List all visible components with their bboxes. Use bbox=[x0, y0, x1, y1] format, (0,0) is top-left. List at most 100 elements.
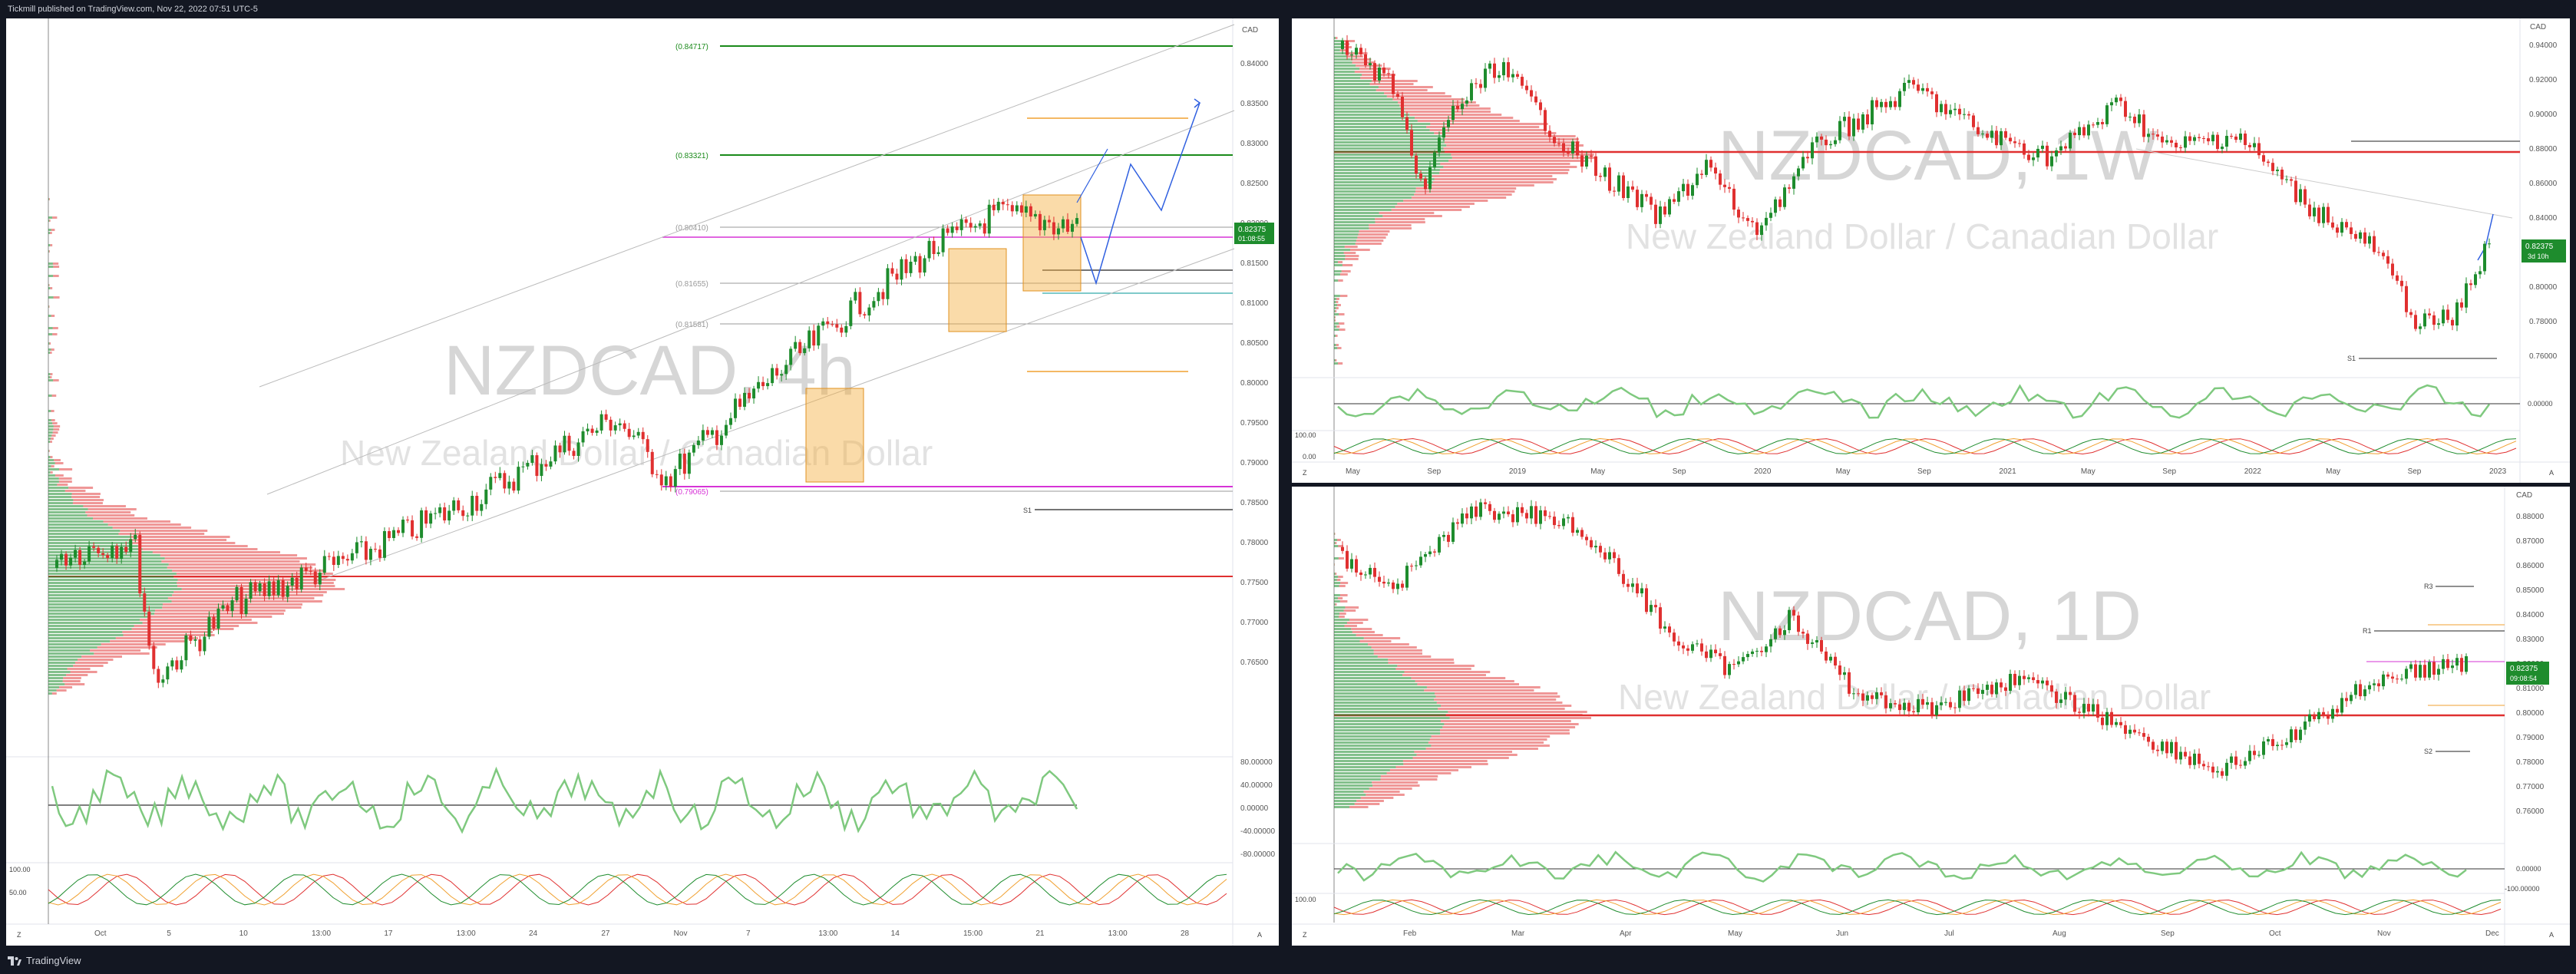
candle-body bbox=[212, 616, 216, 629]
candle-body bbox=[373, 549, 377, 550]
corner-a[interactable]: A bbox=[2549, 931, 2554, 939]
volume-bar-down bbox=[120, 530, 208, 532]
volume-bar-up bbox=[1334, 585, 1339, 587]
candle-body bbox=[1019, 205, 1023, 213]
volume-bar-down bbox=[1372, 784, 1420, 787]
candle-body bbox=[2391, 676, 2394, 679]
volume-bar-up bbox=[1334, 735, 1432, 738]
consolidation-box[interactable] bbox=[948, 248, 1007, 332]
candle-body bbox=[2156, 749, 2159, 751]
volume-bar-up bbox=[48, 671, 71, 673]
time-axis[interactable]: Oct 5 10 13:00 17 13:00 24 27 Nov 7 13:00 14 15:00 21… bbox=[94, 929, 1190, 938]
volume-bar-up bbox=[48, 649, 91, 652]
chart-1d-canvas[interactable]: NZDCAD, 1D New Zealand Dollar / Canadian… bbox=[1292, 487, 2570, 946]
consolidation-box[interactable] bbox=[805, 388, 864, 483]
time-tick: Dec bbox=[2485, 929, 2499, 938]
volume-bar-down bbox=[53, 425, 61, 428]
candle-body bbox=[1714, 167, 1717, 174]
volume-bar-up bbox=[1334, 344, 1336, 346]
candle-body bbox=[1525, 85, 1528, 91]
candle-body bbox=[1447, 534, 1450, 542]
volume-bar-down bbox=[1359, 640, 1392, 642]
corner-a[interactable]: A bbox=[1257, 931, 1262, 939]
volume-bar-up bbox=[1334, 347, 1338, 349]
candle-body bbox=[1742, 657, 1745, 662]
chart-panel-4h[interactable]: NZDCAD, 4h New Zealand Dollar / Canadian… bbox=[6, 18, 1279, 946]
volume-bar-up bbox=[1334, 206, 1395, 208]
candle-body bbox=[687, 452, 691, 474]
candle-body bbox=[2285, 179, 2288, 180]
price-scale[interactable]: 0.94000 0.92000 0.90000 0.88000 0.86000 0.840… bbox=[2529, 41, 2558, 361]
candle-body bbox=[913, 256, 917, 262]
volume-bar-down bbox=[1446, 144, 1584, 147]
candle-body bbox=[2336, 227, 2339, 233]
volume-bar-up bbox=[48, 456, 51, 458]
candle-body bbox=[1599, 176, 1602, 177]
candle-body bbox=[1488, 504, 1491, 511]
candle-body bbox=[1732, 188, 1735, 210]
candle-body bbox=[2165, 140, 2168, 143]
time-axis[interactable]: May Sep 2019 May Sep 2020 May Sep 2021 May Sep 2022… bbox=[1346, 467, 2507, 476]
volume-bar-down bbox=[1388, 662, 1455, 664]
volume-bar-down bbox=[1339, 322, 1345, 325]
time-tick: 24 bbox=[529, 929, 538, 938]
candle-body bbox=[2354, 684, 2357, 695]
candle-body bbox=[1769, 213, 1772, 218]
candle-body bbox=[1861, 114, 1864, 130]
candle-body bbox=[705, 430, 709, 435]
volume-bar-down bbox=[1438, 708, 1565, 710]
price-tick: 0.84000 bbox=[1240, 60, 1269, 68]
candle-body bbox=[475, 496, 479, 511]
candle-body bbox=[1673, 632, 1676, 642]
candle-body bbox=[2207, 766, 2210, 768]
candle-body bbox=[1594, 156, 1597, 177]
time-axis[interactable]: Feb Mar Apr May Jun Jul Aug Sep Oct Nov Dec bbox=[1403, 929, 2499, 938]
volume-bar-down bbox=[87, 514, 135, 517]
candle-body bbox=[1723, 655, 1726, 675]
candle-body bbox=[378, 549, 381, 558]
rsi-line bbox=[51, 766, 1078, 834]
candle-body bbox=[1507, 511, 1510, 515]
chart-panel-1d[interactable]: NZDCAD, 1D New Zealand Dollar / Canadian… bbox=[1292, 487, 2570, 946]
volume-bar-up bbox=[1334, 239, 1356, 242]
candle-body bbox=[1636, 583, 1639, 594]
volume-bar-up bbox=[1334, 714, 1446, 716]
corner-z[interactable]: Z bbox=[17, 931, 21, 939]
candle-body bbox=[1475, 506, 1478, 517]
candle-body bbox=[193, 639, 197, 641]
volume-bar-down bbox=[54, 462, 64, 464]
candle-body bbox=[1705, 160, 1708, 175]
candle-body bbox=[1811, 642, 1814, 644]
candle-body bbox=[2322, 206, 2325, 223]
candle-body bbox=[1405, 117, 1409, 130]
volume-bar-up bbox=[1334, 252, 1344, 254]
volume-bar-down bbox=[58, 686, 73, 688]
candle-body bbox=[1691, 644, 1694, 651]
candle-body bbox=[766, 383, 770, 387]
volume-bar-down bbox=[1340, 273, 1348, 276]
chart-4h-canvas[interactable]: NZDCAD, 4h New Zealand Dollar / Canadian… bbox=[6, 18, 1279, 946]
volume-bar-down bbox=[70, 671, 97, 673]
tradingview-logo[interactable]: TradingView bbox=[0, 955, 81, 966]
candle-body bbox=[1401, 583, 1404, 588]
volume-bar-down bbox=[140, 619, 252, 621]
consolidation-box[interactable] bbox=[1022, 194, 1082, 292]
price-scale[interactable]: 0.840000.835000.830000.825000.820000.815… bbox=[1240, 60, 1269, 667]
corner-z[interactable]: Z bbox=[1303, 469, 1307, 477]
time-tick: 2021 bbox=[1999, 467, 2016, 476]
candle-body bbox=[1346, 550, 1349, 569]
candle-body bbox=[2105, 105, 2109, 124]
volume-bar-down bbox=[50, 373, 53, 375]
volume-bar-up bbox=[1334, 668, 1396, 670]
candle-body bbox=[2059, 146, 2062, 150]
candle-body bbox=[2400, 678, 2403, 680]
corner-a[interactable]: A bbox=[2549, 469, 2554, 477]
volume-bar-up bbox=[1334, 261, 1338, 263]
volume-bar-down bbox=[118, 533, 205, 535]
candle-body bbox=[1806, 633, 1809, 644]
volume-bar-up bbox=[1334, 64, 1356, 67]
corner-z[interactable]: Z bbox=[1303, 931, 1307, 939]
volume-bar-up bbox=[1334, 236, 1358, 239]
chart-panel-1w[interactable]: NZDCAD, 1W New Zealand Dollar / Canadian… bbox=[1292, 18, 2570, 483]
chart-1w-canvas[interactable]: NZDCAD, 1W New Zealand Dollar / Canadian… bbox=[1292, 18, 2570, 483]
